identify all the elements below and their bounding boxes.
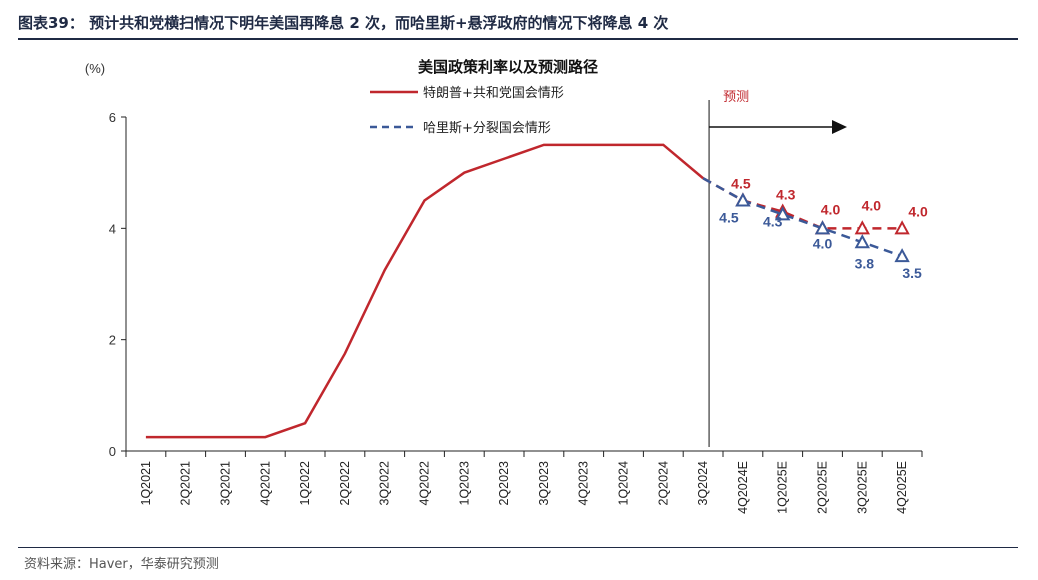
x-tick-label: 4Q2023 <box>577 461 591 506</box>
forecast-arrow-head <box>832 120 847 134</box>
source-note: 资料来源：Haver，华泰研究预测 <box>24 557 219 572</box>
data-label-trump: 4.5 <box>731 176 751 192</box>
data-label-trump: 4.3 <box>776 187 796 203</box>
x-tick-label: 1Q2021 <box>139 461 153 506</box>
forecast-label: 预测 <box>723 90 749 105</box>
data-label-harris: 3.8 <box>855 255 875 271</box>
data-point-harris <box>854 234 870 249</box>
data-point-harris <box>775 206 791 221</box>
x-tick-label: 3Q2022 <box>378 461 392 506</box>
x-tick-label: 4Q2025E <box>895 461 909 514</box>
x-tick-label: 1Q2023 <box>457 461 471 506</box>
figure-header: 图表39： 预计共和党横扫情况下明年美国再降息 2 次，而哈里斯+悬浮政府的情况… <box>18 14 669 32</box>
x-tick-label: 1Q2024 <box>617 461 631 506</box>
legend: 特朗普+共和党国会情形 哈里斯+分裂国会情形 <box>370 86 564 136</box>
data-label-harris: 4.0 <box>813 235 833 251</box>
y-tick-label: 2 <box>109 333 116 348</box>
y-tick-label: 4 <box>109 221 116 236</box>
data-label-trump: 4.0 <box>821 201 841 217</box>
header-divider <box>18 38 1018 40</box>
chart-title: 美国政策利率以及预测路径 <box>418 58 598 76</box>
series-line-trump-actual <box>145 143 704 439</box>
y-tick-label: 6 <box>109 110 116 125</box>
x-tick-label: 4Q2024E <box>736 461 750 514</box>
data-point-harris <box>735 192 751 207</box>
x-tick-label: 2Q2021 <box>179 461 193 506</box>
series-line-harris-forecast <box>702 177 903 258</box>
data-point-harris <box>814 220 831 235</box>
x-tick-label: 3Q2023 <box>537 461 551 506</box>
chart: 美国政策利率以及预测路径 (%) 特朗普+共和党国会情形 哈里斯+分裂国会情形 … <box>85 58 928 514</box>
data-label-trump: 4.0 <box>908 203 928 219</box>
data-label-harris: 4.3 <box>763 213 783 229</box>
footer-divider <box>18 547 1018 548</box>
y-tick-label: 0 <box>109 444 116 459</box>
data-label-trump: 4.0 <box>862 197 882 213</box>
y-axis-unit: (%) <box>85 61 105 76</box>
legend-label-trump: 特朗普+共和党国会情形 <box>423 86 564 101</box>
x-tick-label: 1Q2022 <box>298 461 312 506</box>
x-tick-label: 2Q2025E <box>816 461 830 514</box>
x-tick-label: 4Q2021 <box>258 461 272 506</box>
x-tick-label: 4Q2022 <box>418 461 432 506</box>
data-label-harris: 4.5 <box>719 210 739 226</box>
data-point-trump <box>854 220 870 235</box>
data-point-harris <box>894 248 910 263</box>
x-tick-label: 3Q2021 <box>219 461 233 506</box>
data-label-harris: 3.5 <box>902 265 922 281</box>
x-tick-label: 2Q2022 <box>338 461 352 506</box>
x-tick-label: 1Q2025E <box>776 461 790 514</box>
x-tick-label: 2Q2023 <box>497 461 511 506</box>
x-tick-label: 3Q2025E <box>855 461 869 514</box>
data-point-trump <box>894 220 910 235</box>
legend-label-harris: 哈里斯+分裂国会情形 <box>423 121 551 136</box>
x-tick-label: 2Q2024 <box>656 461 670 506</box>
x-tick-label: 3Q2024 <box>696 461 710 506</box>
